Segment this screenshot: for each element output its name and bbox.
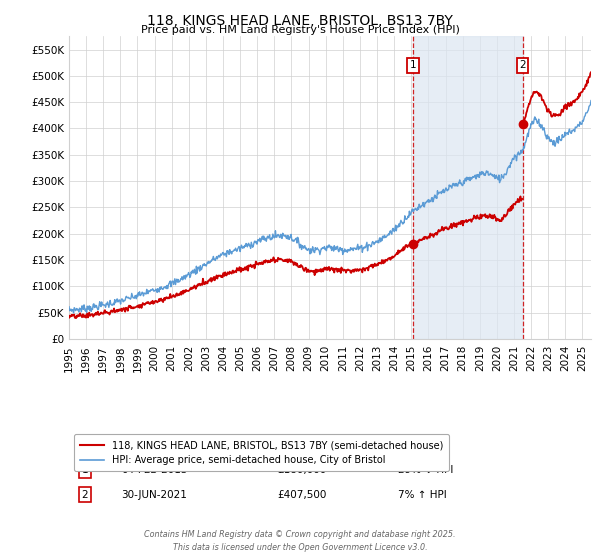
Text: £407,500: £407,500 xyxy=(278,489,327,500)
Text: 1: 1 xyxy=(410,60,416,71)
Text: 30-JUN-2021: 30-JUN-2021 xyxy=(121,489,187,500)
Legend: 118, KINGS HEAD LANE, BRISTOL, BS13 7BY (semi-detached house), HPI: Average pric: 118, KINGS HEAD LANE, BRISTOL, BS13 7BY … xyxy=(74,435,449,471)
Text: 118, KINGS HEAD LANE, BRISTOL, BS13 7BY: 118, KINGS HEAD LANE, BRISTOL, BS13 7BY xyxy=(147,14,453,28)
Text: 2: 2 xyxy=(519,60,526,71)
Bar xyxy=(413,36,523,339)
Text: 2: 2 xyxy=(82,489,88,500)
Text: Contains HM Land Registry data © Crown copyright and database right 2025.
This d: Contains HM Land Registry data © Crown c… xyxy=(144,530,456,552)
Text: 1: 1 xyxy=(82,465,88,475)
Text: 04-FEB-2015: 04-FEB-2015 xyxy=(121,465,188,475)
Text: £180,000: £180,000 xyxy=(278,465,327,475)
Text: Price paid vs. HM Land Registry's House Price Index (HPI): Price paid vs. HM Land Registry's House … xyxy=(140,25,460,35)
Text: 29% ↓ HPI: 29% ↓ HPI xyxy=(398,465,453,475)
Text: 7% ↑ HPI: 7% ↑ HPI xyxy=(398,489,446,500)
